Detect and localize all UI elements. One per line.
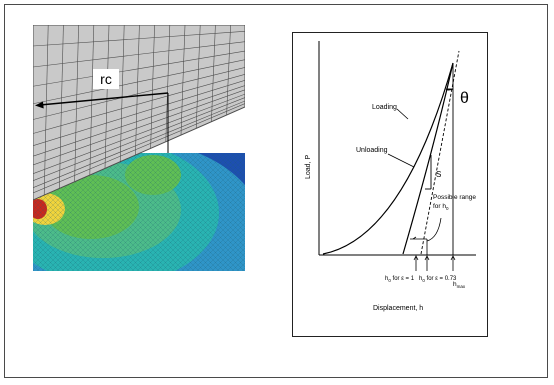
h0-range-label-line2: for h0: [433, 203, 449, 211]
x-marker-arrows: [413, 255, 456, 271]
loading-label: Loading: [372, 104, 397, 111]
hmax-label: hmax: [453, 281, 466, 289]
unloading-label: Unloading: [356, 147, 388, 154]
curve-svg: θ S Possible range for h0 Loading Unload…: [305, 41, 476, 312]
load-displacement-figure: θ S Possible range for h0 Loading Unload…: [292, 32, 488, 337]
stiffness-label: S: [436, 170, 441, 179]
y-axis-title: Load, P: [305, 155, 312, 179]
h0-range-leader: [426, 217, 442, 242]
h0-eps1-arrowhead: [413, 255, 419, 261]
rc-label: rc: [100, 71, 112, 87]
h0-range-label-line1: Possible range: [433, 194, 476, 201]
fem-indentation-figure: rc: [32, 24, 246, 351]
rc-arrow-head: [35, 101, 44, 109]
x-axis-title: Displacement, h: [373, 305, 423, 312]
h0-eps073-label: h0 for ε = 0.73: [419, 276, 457, 283]
loading-curve: [322, 62, 454, 255]
rc-arrow-line: [39, 92, 169, 106]
rc-label-box: [93, 69, 119, 89]
h0-eps073-arrowhead: [424, 255, 430, 261]
unloading-leader: [387, 153, 415, 168]
hmax-arrowhead: [450, 255, 456, 261]
fem-svg: rc: [32, 24, 246, 271]
loading-leader: [396, 108, 409, 120]
rc-dimension: rc: [35, 69, 169, 153]
theta-label: θ: [460, 90, 469, 107]
h0-range-bracket: [410, 236, 428, 255]
figure-frame: rc θ S Poss: [4, 4, 548, 378]
unloading-curve: [402, 62, 454, 255]
h0-eps1-label: h0 for ε = 1: [385, 276, 415, 283]
